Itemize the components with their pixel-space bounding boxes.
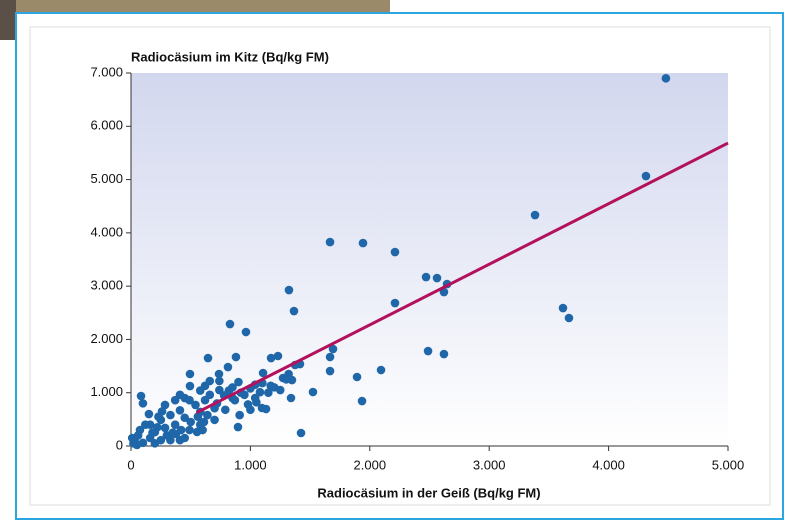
y-tick-label: 4.000 [90,224,123,239]
point [221,405,230,414]
point [242,328,251,337]
point [139,439,148,448]
point [186,370,195,379]
point [642,172,651,181]
point [198,426,207,435]
point [231,396,240,405]
point [235,411,244,420]
point [186,382,195,391]
point [391,248,400,257]
point [206,377,215,386]
point [224,363,233,372]
y-tick-label: 3.000 [90,278,123,293]
x-tick-label: 3.000 [473,457,506,472]
point [662,74,671,83]
point [377,366,386,375]
point [252,398,261,407]
point [565,314,574,323]
point [297,429,306,438]
point [433,274,442,283]
point [154,412,163,421]
point [185,426,194,435]
point [391,299,400,308]
point [204,354,213,363]
point [176,406,185,415]
point [234,423,243,432]
y-tick-label: 0 [116,437,123,452]
point [166,411,175,420]
point [137,392,146,401]
point [267,354,276,363]
page: {"chart_data": {"type": "scatter", "y_la… [0,0,795,523]
point [284,370,293,379]
x-tick-label: 4.000 [592,457,625,472]
point [151,439,160,448]
point [228,383,237,392]
point [531,211,540,220]
point [128,434,137,443]
x-tick-label: 1.000 [234,457,267,472]
y-axis-title: Radiocäsium im Kitz (Bq/kg FM) [131,49,329,64]
x-axis-title: Radiocäsium in der Geiß (Bq/kg FM) [317,485,540,500]
point [276,386,285,395]
point [424,347,433,356]
y-tick-label: 1.000 [90,384,123,399]
point [287,394,296,403]
chart: Radiocäsium im Kitz (Bq/kg FM) Radiocäsi… [0,0,795,523]
point [232,353,241,362]
point [353,373,362,382]
point [176,391,185,400]
y-tick-label: 6.000 [90,118,123,133]
point [186,418,195,427]
point [290,307,299,316]
x-tick-label: 5.000 [712,457,745,472]
point [145,410,154,419]
point [358,397,367,406]
point [180,434,189,443]
point [326,238,335,247]
x-tick-label: 0 [127,457,134,472]
point [559,304,568,313]
point [215,377,224,386]
point [203,411,212,420]
y-tick-label: 2.000 [90,331,123,346]
point [422,273,431,282]
point [326,353,335,362]
point [359,239,368,248]
point [210,416,219,425]
point [309,388,318,397]
photo-strip [0,0,390,14]
point [168,428,177,437]
point [185,396,194,405]
point [206,391,215,400]
point [148,428,157,437]
photo-edge [0,0,16,40]
point [244,400,253,409]
point [161,424,170,433]
point [177,426,186,435]
y-tick-label: 5.000 [90,171,123,186]
point [326,367,335,376]
y-tick-label: 7.000 [90,64,123,79]
point [285,286,294,295]
point [139,399,148,408]
point [440,350,449,359]
point [226,320,235,329]
x-tick-label: 2.000 [354,457,387,472]
